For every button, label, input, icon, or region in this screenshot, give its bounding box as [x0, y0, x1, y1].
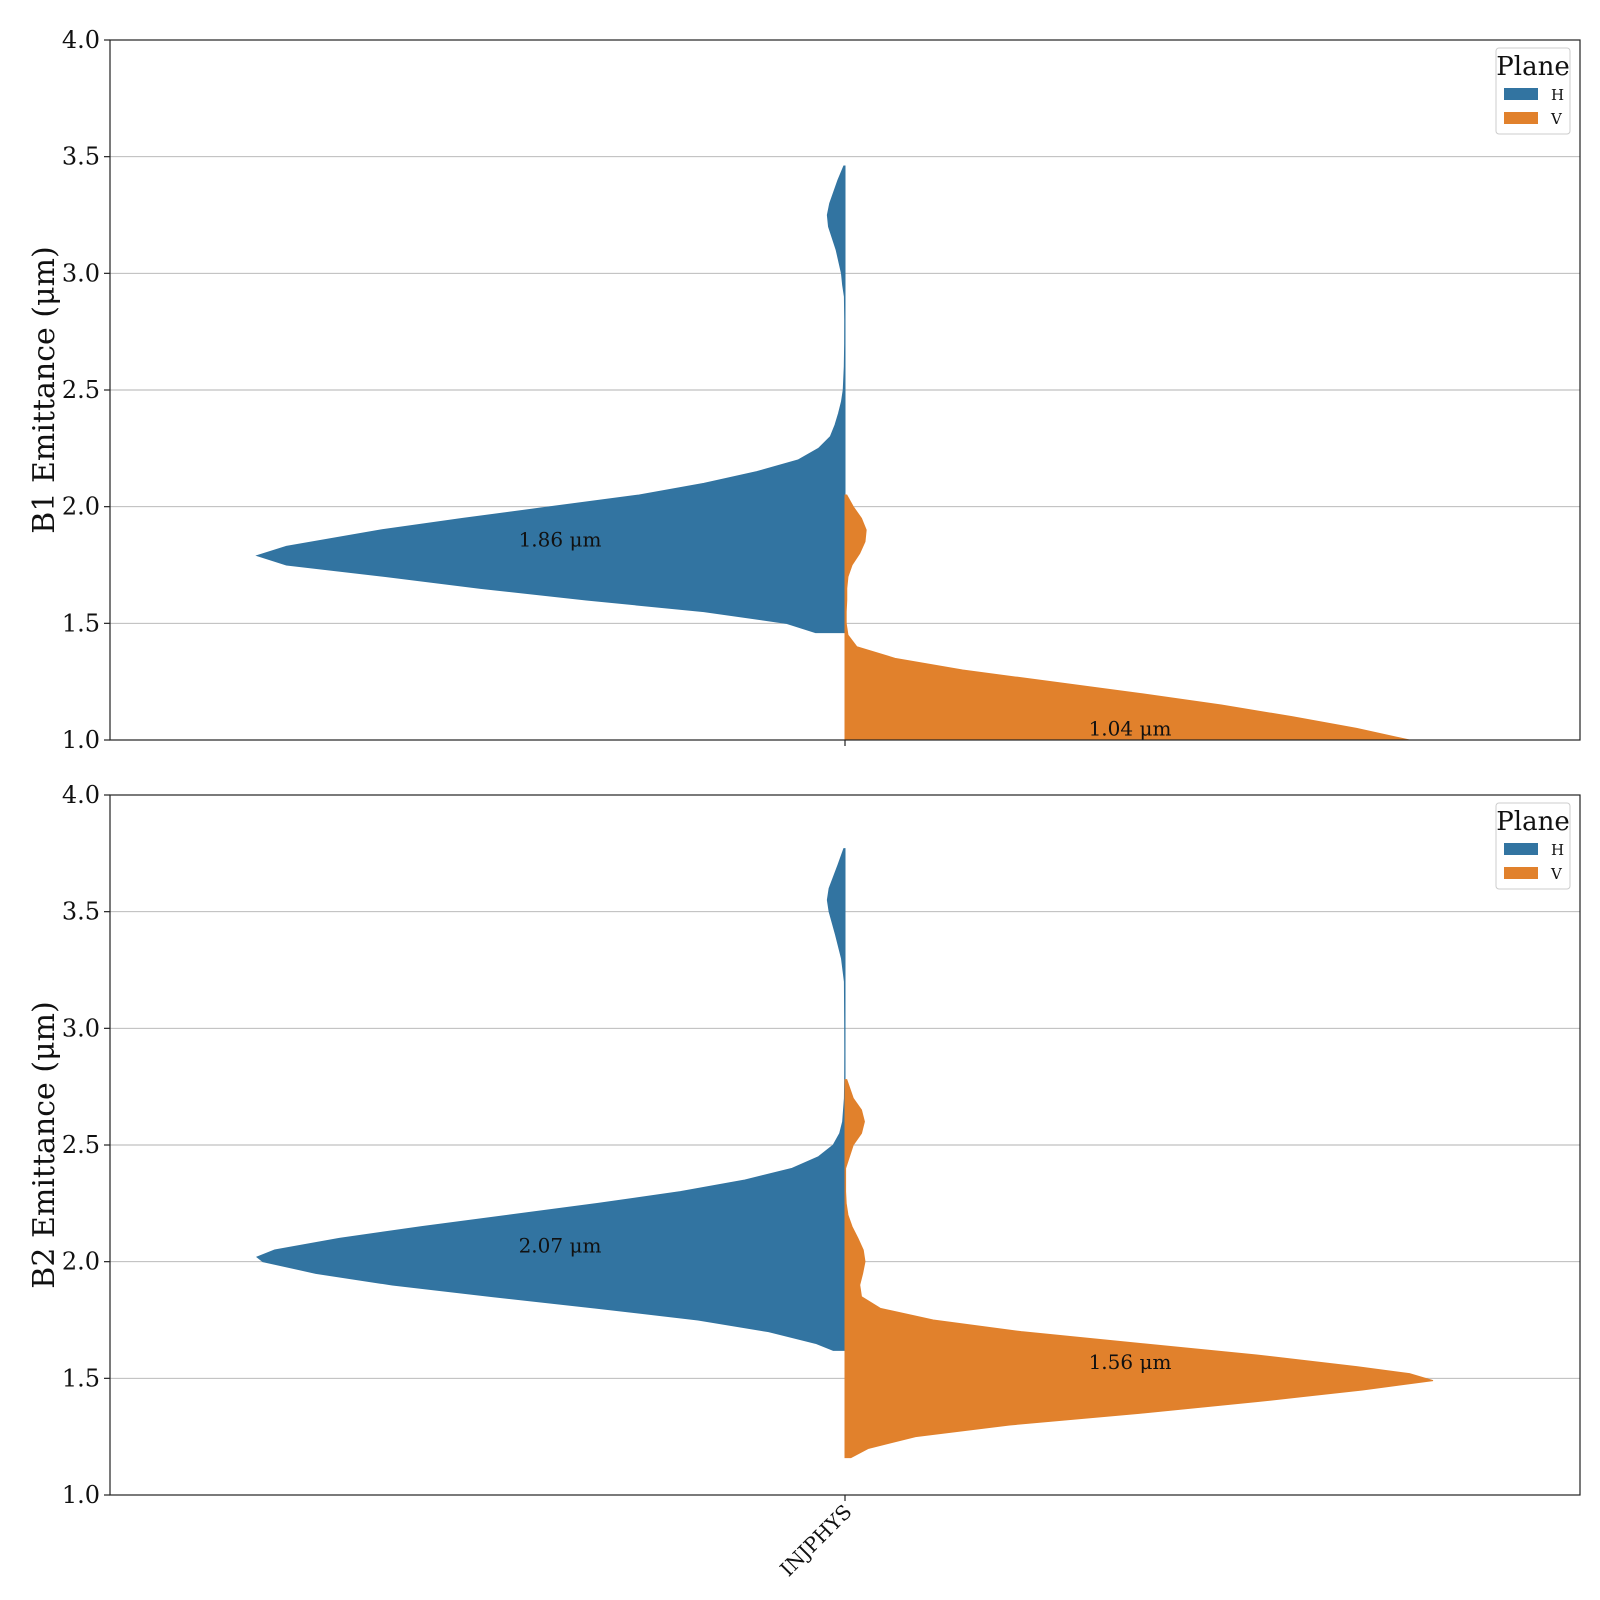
median-label-v: 1.04 μm: [1089, 716, 1172, 740]
legend-swatch-v: [1504, 867, 1538, 879]
violins: [255, 165, 1410, 740]
panel-b1: 1.86 μm 1.04 μm 1.0 1.5 2.0 2.5 3.0 3.5 4.0 B1 …: [27, 26, 1581, 754]
y-tick-label: 4.0: [62, 781, 100, 809]
y-axis-label: B1 Emittance (μm): [27, 246, 62, 533]
legend-title: Plane: [1496, 807, 1569, 837]
violin-half-h: [255, 165, 846, 634]
median-label-v: 1.56 μm: [1089, 1350, 1172, 1374]
y-tick-label: 3.0: [62, 259, 100, 287]
y-tick-label: 1.0: [62, 726, 100, 754]
violin-half-v: [844, 1079, 1434, 1459]
y-tick-label: 3.0: [62, 1014, 100, 1042]
y-tick-label: 1.5: [62, 609, 100, 637]
legend: Plane H V: [1495, 802, 1571, 890]
y-tick-label: 4.0: [62, 26, 100, 54]
y-axis-label: B2 Emittance (μm): [27, 1001, 62, 1288]
legend-swatch-v: [1504, 112, 1538, 124]
median-label-h: 1.86 μm: [519, 527, 602, 551]
y-tick-label: 2.5: [62, 1131, 100, 1159]
legend-swatch-h: [1504, 88, 1538, 100]
legend-label-v: V: [1550, 110, 1563, 128]
y-tick-label: 1.0: [62, 1481, 100, 1509]
y-tick-label: 2.5: [62, 376, 100, 404]
y-tick-label: 3.5: [62, 898, 100, 926]
violins: [256, 848, 1434, 1459]
legend-title: Plane: [1496, 52, 1569, 82]
y-ticks: 1.0 1.5 2.0 2.5 3.0 3.5 4.0: [62, 781, 110, 1509]
legend: Plane H V: [1495, 47, 1571, 135]
median-label-h: 2.07 μm: [519, 1233, 602, 1257]
legend-label-v: V: [1550, 865, 1563, 883]
violin-half-v: [844, 494, 1410, 740]
x-ticks: INJPHYS: [775, 1495, 857, 1581]
panel-b2: 2.07 μm 1.56 μm 1.0 1.5 2.0 2.5 3.0 3.5 4.0 INJ…: [27, 781, 1581, 1581]
violin-half-h: [256, 848, 846, 1351]
median-labels: 1.86 μm 1.04 μm: [519, 527, 1172, 740]
legend-label-h: H: [1551, 86, 1564, 104]
legend-label-h: H: [1551, 841, 1564, 859]
y-ticks: 1.0 1.5 2.0 2.5 3.0 3.5 4.0: [62, 26, 110, 754]
legend-swatch-h: [1504, 843, 1538, 855]
y-tick-label: 2.0: [62, 493, 100, 521]
y-tick-label: 2.0: [62, 1248, 100, 1276]
y-tick-label: 1.5: [62, 1364, 100, 1392]
y-tick-label: 3.5: [62, 143, 100, 171]
median-labels: 2.07 μm 1.56 μm: [519, 1233, 1172, 1374]
x-tick-label: INJPHYS: [775, 1500, 856, 1581]
